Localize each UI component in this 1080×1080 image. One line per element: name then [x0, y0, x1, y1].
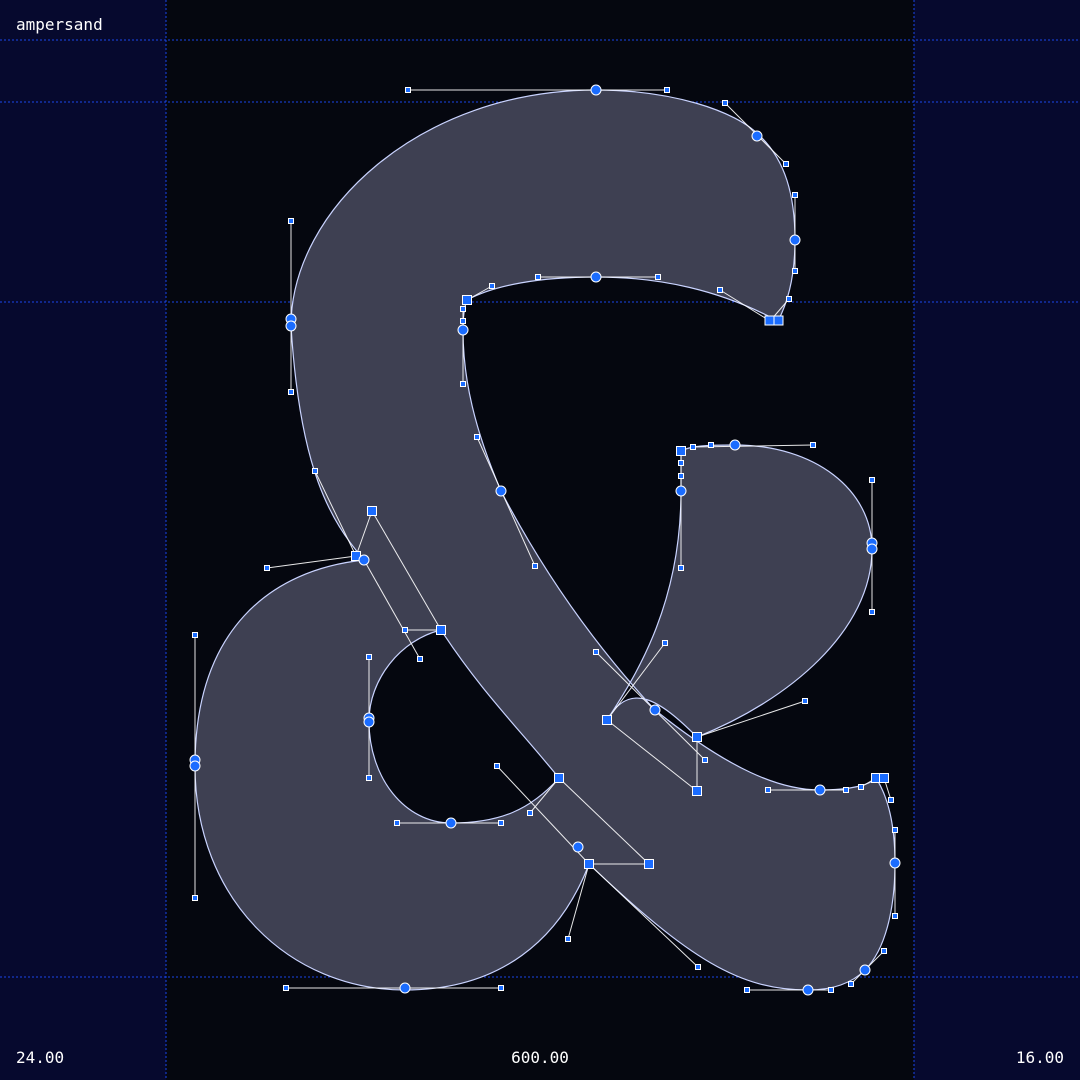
- small-square-handle-icon[interactable]: [786, 296, 792, 302]
- small-square-handle-icon[interactable]: [498, 820, 504, 826]
- small-square-handle-icon[interactable]: [695, 964, 701, 970]
- circle-node-icon[interactable]: [751, 130, 763, 142]
- corner-points[interactable]: [351, 295, 889, 869]
- square-node-icon[interactable]: [584, 859, 594, 869]
- small-square-handle-icon[interactable]: [765, 787, 771, 793]
- small-square-handle-icon[interactable]: [869, 609, 875, 615]
- circle-node-icon[interactable]: [285, 320, 297, 332]
- circle-node-icon[interactable]: [399, 982, 411, 994]
- small-square-handle-icon[interactable]: [810, 442, 816, 448]
- square-node-icon[interactable]: [436, 625, 446, 635]
- small-square-handle-icon[interactable]: [264, 565, 270, 571]
- small-square-handle-icon[interactable]: [288, 218, 294, 224]
- circle-node-icon[interactable]: [363, 716, 375, 728]
- small-square-handle-icon[interactable]: [722, 100, 728, 106]
- small-square-handle-icon[interactable]: [678, 460, 684, 466]
- small-square-handle-icon[interactable]: [312, 468, 318, 474]
- circle-node-icon[interactable]: [649, 704, 661, 716]
- small-square-handle-icon[interactable]: [460, 381, 466, 387]
- small-square-handle-icon[interactable]: [802, 698, 808, 704]
- right-sidebearing-value[interactable]: 16.00: [1015, 1048, 1064, 1067]
- small-square-handle-icon[interactable]: [869, 477, 875, 483]
- square-node-icon[interactable]: [692, 732, 702, 742]
- circle-node-icon[interactable]: [590, 84, 602, 96]
- small-square-handle-icon[interactable]: [828, 987, 834, 993]
- small-square-handle-icon[interactable]: [527, 810, 533, 816]
- small-square-handle-icon[interactable]: [498, 985, 504, 991]
- small-square-handle-icon[interactable]: [394, 820, 400, 826]
- advance-width-value[interactable]: 600.00: [511, 1048, 569, 1067]
- small-square-handle-icon[interactable]: [892, 827, 898, 833]
- square-node-icon[interactable]: [554, 773, 564, 783]
- small-square-handle-icon[interactable]: [664, 87, 670, 93]
- small-square-handle-icon[interactable]: [858, 784, 864, 790]
- square-node-icon[interactable]: [367, 506, 377, 516]
- circle-node-icon[interactable]: [802, 984, 814, 996]
- small-square-handle-icon[interactable]: [655, 274, 661, 280]
- circle-node-icon[interactable]: [358, 554, 370, 566]
- small-square-handle-icon[interactable]: [283, 985, 289, 991]
- small-square-handle-icon[interactable]: [708, 442, 714, 448]
- small-square-handle-icon[interactable]: [593, 649, 599, 655]
- circle-node-icon[interactable]: [729, 439, 741, 451]
- small-square-handle-icon[interactable]: [489, 283, 495, 289]
- circle-node-icon[interactable]: [572, 841, 584, 853]
- small-square-handle-icon[interactable]: [366, 654, 372, 660]
- circle-node-icon[interactable]: [675, 485, 687, 497]
- small-square-handle-icon[interactable]: [702, 757, 708, 763]
- circle-node-icon[interactable]: [590, 271, 602, 283]
- small-square-handle-icon[interactable]: [405, 87, 411, 93]
- small-square-handle-icon[interactable]: [792, 268, 798, 274]
- circle-node-icon[interactable]: [789, 234, 801, 246]
- glyph-name: ampersand: [16, 15, 103, 34]
- small-square-handle-icon[interactable]: [460, 306, 466, 312]
- small-square-handle-icon[interactable]: [892, 913, 898, 919]
- left-sidebearing-value[interactable]: 24.00: [16, 1048, 65, 1067]
- small-square-handle-icon[interactable]: [474, 434, 480, 440]
- square-node-icon[interactable]: [773, 315, 784, 326]
- small-square-handle-icon[interactable]: [402, 627, 408, 633]
- small-square-handle-icon[interactable]: [690, 444, 696, 450]
- small-square-handle-icon[interactable]: [678, 473, 684, 479]
- small-square-handle-icon[interactable]: [366, 775, 372, 781]
- square-node-icon[interactable]: [692, 786, 702, 796]
- small-square-handle-icon[interactable]: [494, 763, 500, 769]
- small-square-handle-icon[interactable]: [288, 389, 294, 395]
- circle-node-icon[interactable]: [866, 543, 878, 555]
- small-square-handle-icon[interactable]: [460, 318, 466, 324]
- small-square-handle-icon[interactable]: [848, 981, 854, 987]
- small-square-handle-icon[interactable]: [535, 274, 541, 280]
- circle-node-icon[interactable]: [859, 964, 871, 976]
- square-node-icon[interactable]: [644, 859, 654, 869]
- square-node-icon[interactable]: [602, 715, 612, 725]
- small-square-handle-icon[interactable]: [532, 563, 538, 569]
- small-square-handle-icon[interactable]: [888, 797, 894, 803]
- square-node-icon[interactable]: [764, 315, 775, 326]
- off-curve-handles[interactable]: [192, 87, 898, 993]
- square-node-icon[interactable]: [462, 295, 472, 305]
- circle-node-icon[interactable]: [889, 857, 901, 869]
- small-square-handle-icon[interactable]: [792, 192, 798, 198]
- circle-node-icon[interactable]: [495, 485, 507, 497]
- square-node-icon[interactable]: [676, 446, 686, 456]
- on-curve-points[interactable]: [189, 84, 901, 996]
- small-square-handle-icon[interactable]: [192, 895, 198, 901]
- circle-node-icon[interactable]: [189, 760, 201, 772]
- small-square-handle-icon[interactable]: [678, 565, 684, 571]
- circle-node-icon[interactable]: [445, 817, 457, 829]
- small-square-handle-icon[interactable]: [717, 287, 723, 293]
- small-square-handle-icon[interactable]: [565, 936, 571, 942]
- circle-node-icon[interactable]: [814, 784, 826, 796]
- small-square-handle-icon[interactable]: [417, 656, 423, 662]
- small-square-handle-icon[interactable]: [881, 948, 887, 954]
- small-square-handle-icon[interactable]: [843, 787, 849, 793]
- square-node-icon[interactable]: [879, 773, 889, 783]
- small-square-handle-icon[interactable]: [783, 161, 789, 167]
- small-square-handle-icon[interactable]: [662, 640, 668, 646]
- circle-node-icon[interactable]: [457, 324, 469, 336]
- small-square-handle-icon[interactable]: [192, 632, 198, 638]
- small-square-handle-icon[interactable]: [744, 987, 750, 993]
